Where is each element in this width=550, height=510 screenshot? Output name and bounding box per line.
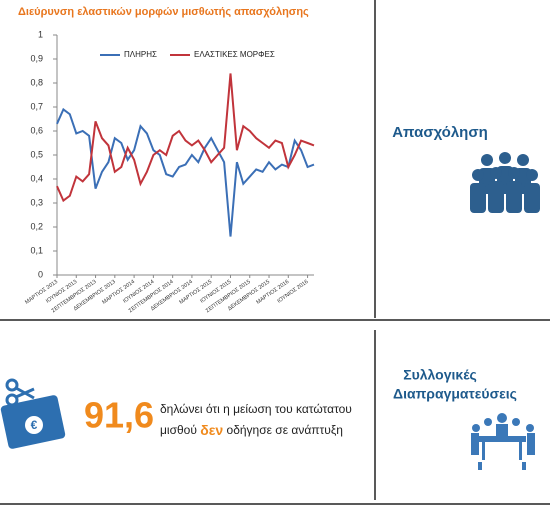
stat-text: μισθού δεν οδήγησε σε ανάπτυξη — [160, 422, 343, 438]
legend-label: ΕΛΑΣΤΙΚΕΣ ΜΟΡΦΕΣ — [194, 50, 275, 59]
y-tick-label: 0,3 — [30, 197, 43, 207]
stat-text: δηλώνει ότι η μείωση του κατώτατου — [160, 402, 352, 416]
data-line — [56, 107, 315, 237]
y-tick-label: 0,9 — [30, 53, 43, 63]
y-tick-label: 0,7 — [30, 101, 43, 111]
money-cut-icon: € — [0, 378, 66, 449]
x-tick-label: ΜΑΡΤΙΟΣ 2013 — [24, 279, 59, 306]
meeting-icon — [471, 413, 535, 470]
panel-heading: Συλλογικές — [403, 367, 477, 383]
stat-emphasis: δεν — [200, 422, 223, 438]
stat-text: οδήγησε σε ανάπτυξη — [227, 423, 343, 437]
stat-value: 91,6 — [84, 395, 154, 436]
y-tick-label: 0,5 — [30, 149, 43, 159]
legend-label: ΠΛΗΡΗΣ — [124, 50, 157, 59]
y-tick-label: 0,6 — [30, 125, 43, 135]
y-tick-label: 1 — [38, 29, 43, 39]
panel-heading: Διαπραγματεύσεις — [393, 386, 517, 402]
y-tick-label: 0,1 — [30, 245, 43, 255]
stat-text: μισθού — [160, 423, 197, 437]
data-line — [56, 73, 315, 203]
chart-title: Διεύρυνση ελαστικών μορφών μισθωτής απασ… — [18, 6, 309, 18]
y-tick-label: 0,2 — [30, 221, 43, 231]
y-tick-label: 0,8 — [30, 77, 43, 87]
y-tick-label: 0 — [38, 269, 43, 279]
svg-text:€: € — [31, 418, 38, 432]
people-icon — [470, 152, 540, 213]
y-tick-label: 0,4 — [30, 173, 43, 183]
panel-heading: Απασχόληση — [392, 124, 488, 141]
